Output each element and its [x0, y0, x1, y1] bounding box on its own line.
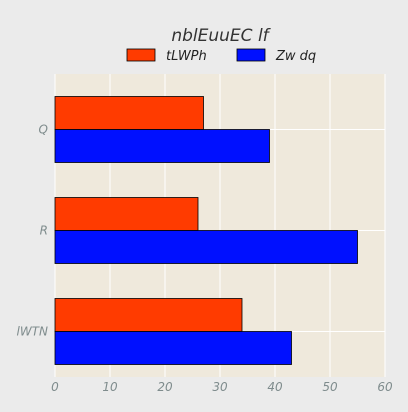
bar-series-1	[54, 298, 243, 332]
legend-swatch	[126, 48, 156, 62]
x-tick-label: 0	[51, 380, 59, 394]
bar-series-2	[54, 331, 292, 365]
x-tick-label: 20	[157, 380, 173, 394]
legend: tLWPh Zw dq	[126, 48, 316, 64]
bar-series-1	[54, 96, 204, 130]
x-tick-labels: 0 10 20 30 40 50 60	[51, 380, 393, 394]
legend-swatch	[236, 48, 266, 62]
legend-label: Zw dq	[275, 49, 316, 64]
y-tick-label: lWTN	[16, 325, 48, 339]
legend-label: tLWPh	[166, 49, 207, 64]
y-tick-label: Q	[39, 123, 48, 137]
x-tick-label: 50	[322, 380, 338, 394]
x-tick-label: 30	[212, 380, 228, 394]
bar-series-2	[54, 230, 358, 264]
bar-series-2	[54, 129, 270, 163]
x-tick-label: 60	[377, 380, 393, 394]
bars	[54, 96, 358, 365]
chart-title: nblEuuEC lf	[171, 26, 271, 46]
x-tick-label: 40	[267, 380, 283, 394]
bar-series-1	[54, 197, 199, 231]
x-tick-label: 10	[102, 380, 118, 394]
y-tick-label: R	[40, 224, 48, 238]
